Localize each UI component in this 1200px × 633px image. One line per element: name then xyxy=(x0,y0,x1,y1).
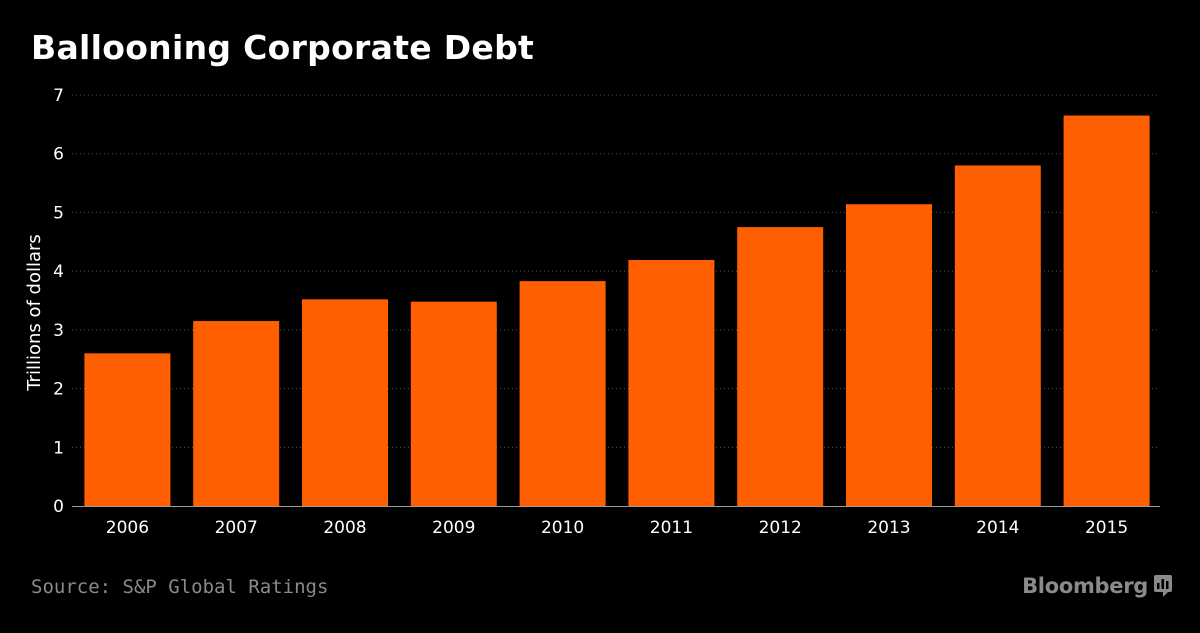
y-tick-label: 5 xyxy=(53,203,64,223)
y-axis-ticks: 0 1 2 3 4 5 6 7 xyxy=(53,86,64,517)
x-tick-label: 2008 xyxy=(323,518,366,538)
bar-2011 xyxy=(628,259,715,506)
bar-2013 xyxy=(846,204,932,507)
x-tick-label: 2007 xyxy=(215,518,258,538)
x-tick-label: 2011 xyxy=(650,518,693,538)
bar-2015 xyxy=(1063,115,1150,507)
bar-2007 xyxy=(193,321,280,506)
bar-2009 xyxy=(410,301,497,506)
x-tick-label: 2010 xyxy=(541,518,584,538)
y-tick-label: 1 xyxy=(53,438,64,458)
y-tick-label: 3 xyxy=(53,321,64,341)
bar-2012 xyxy=(737,227,824,506)
x-tick-label: 2014 xyxy=(976,518,1019,538)
y-tick-label: 7 xyxy=(53,86,64,106)
brand-name: Bloomberg xyxy=(1022,574,1148,598)
y-tick-label: 4 xyxy=(53,262,64,282)
x-tick-label: 2009 xyxy=(432,518,475,538)
bar-2006 xyxy=(84,353,171,506)
bar-2008 xyxy=(302,299,388,506)
y-tick-label: 2 xyxy=(53,380,64,400)
y-axis-label: Trillions of dollars xyxy=(24,234,45,392)
x-axis-ticks: 2006 2007 2008 2009 2010 2011 2012 2013 2014 2015 xyxy=(106,518,1128,538)
source-note: Source: S&P Global Ratings xyxy=(31,576,329,598)
brand: Bloomberg xyxy=(1022,574,1172,598)
x-tick-label: 2006 xyxy=(106,518,149,538)
bar-2014 xyxy=(954,165,1041,506)
bars xyxy=(84,115,1150,507)
y-tick-label: 0 xyxy=(53,497,64,517)
bloomberg-logo-icon xyxy=(1154,575,1172,597)
x-tick-label: 2012 xyxy=(759,518,802,538)
x-tick-label: 2013 xyxy=(867,518,910,538)
y-tick-label: 6 xyxy=(53,145,64,165)
chart-title: Ballooning Corporate Debt xyxy=(31,28,535,67)
bar-2010 xyxy=(519,281,606,506)
x-tick-label: 2015 xyxy=(1085,518,1128,538)
gridlines xyxy=(72,94,1160,448)
